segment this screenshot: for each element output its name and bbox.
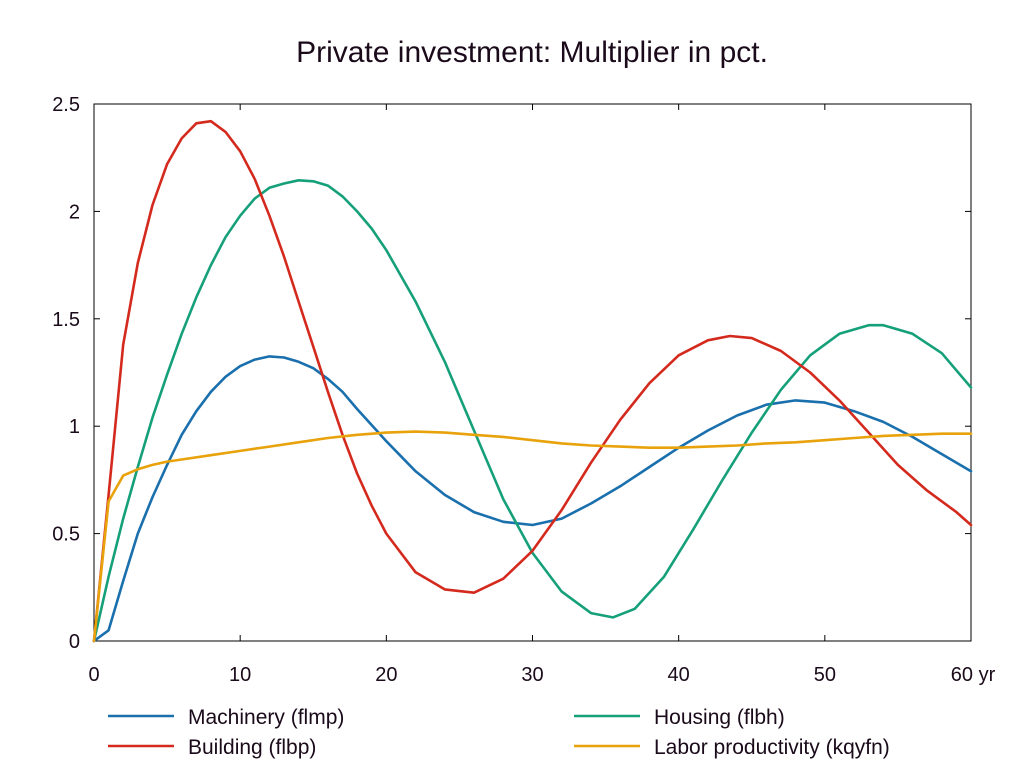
x-tick-label: 0 (88, 664, 99, 686)
y-tick-label: 0.5 (52, 524, 80, 546)
x-tick-label: 40 (668, 664, 690, 686)
x-tick-label: 60 yr (951, 664, 996, 686)
x-tick-label: 20 (375, 664, 397, 686)
x-tick-label: 30 (521, 664, 543, 686)
y-tick-label: 1 (69, 416, 80, 438)
series-line-4 (92, 430, 973, 643)
axis-tick-labels: 0 10 20 30 40 50 60 yr 0 0.5 1 1.5 2 2.5 (52, 94, 995, 686)
axis-ticks (93, 103, 972, 642)
y-tick-label: 2 (69, 201, 80, 223)
series-lines (92, 119, 973, 643)
y-tick-label: 2.5 (52, 94, 80, 116)
legend-label: Labor productivity (kqyfn) (654, 736, 890, 759)
y-tick-label: 1.5 (52, 309, 80, 331)
x-tick-label: 10 (229, 664, 251, 686)
legend-label: Machinery (flmp) (188, 706, 344, 729)
legend: Machinery (flmp) Building (flbp) Housing (… (108, 706, 890, 759)
series-line-2 (92, 179, 973, 643)
x-tick-label: 50 (814, 664, 836, 686)
legend-label: Building (flbp) (188, 736, 316, 759)
chart-title: Private investment: Multiplier in pct. (296, 36, 768, 69)
plot-frame (93, 103, 972, 642)
legend-label: Housing (flbh) (654, 706, 785, 729)
series-line-3 (92, 119, 973, 643)
series-line-1 (92, 355, 973, 643)
y-tick-label: 0 (69, 631, 80, 653)
